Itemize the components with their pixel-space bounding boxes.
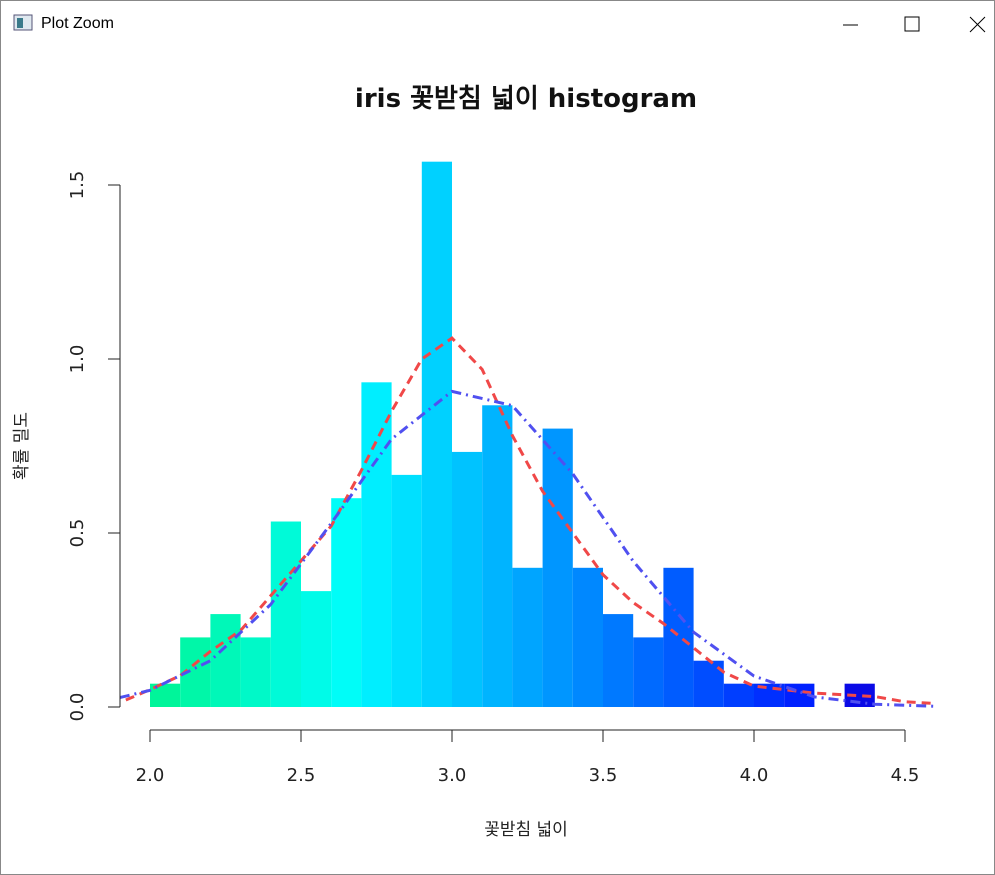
y-axis-label: 확률 밀도 — [12, 412, 32, 480]
bar — [150, 683, 181, 707]
x-tick-label: 2.5 — [287, 765, 316, 786]
bar — [723, 683, 754, 707]
bar — [542, 428, 573, 707]
x-axis-label: 꽃받침 넓이 — [484, 820, 568, 840]
y-tick-label: 1.0 — [67, 345, 88, 374]
x-tick-label: 2.0 — [136, 765, 165, 786]
bar — [633, 637, 664, 707]
maximize[interactable] — [904, 16, 920, 32]
bar — [240, 637, 271, 707]
x-tick-label: 3.5 — [589, 765, 618, 786]
bar — [331, 498, 362, 707]
x-tick-label: 4.0 — [740, 765, 769, 786]
app-icon — [13, 14, 33, 31]
title-bar: Plot Zoom — [1, 1, 994, 47]
bar — [572, 567, 603, 707]
bar — [421, 161, 452, 707]
bar — [210, 614, 241, 707]
bar — [361, 382, 392, 707]
chart: iris 꽃받침 넓이 histogram 꽃받침 넓이 확률 밀도 2.0 2.… — [12, 84, 936, 840]
x-tick-label: 4.5 — [891, 765, 920, 786]
bar — [482, 405, 513, 707]
bar — [391, 474, 422, 707]
bar — [512, 567, 543, 707]
window-title: Plot Zoom — [41, 15, 114, 32]
bar — [603, 614, 634, 707]
x-tick-label: 3.0 — [438, 765, 467, 786]
window-controls[interactable] — [824, 1, 994, 47]
y-tick-label: 1.5 — [67, 171, 88, 200]
bar — [301, 591, 332, 707]
density-line — [119, 389, 936, 708]
bar — [270, 521, 301, 707]
bar — [452, 451, 483, 707]
density-line — [125, 336, 936, 706]
close[interactable] — [969, 16, 986, 33]
bar — [663, 567, 694, 707]
y-tick-label: 0.0 — [67, 693, 88, 722]
chart-title: iris 꽃받침 넓이 histogram — [355, 84, 697, 114]
y-tick-label: 0.5 — [67, 519, 88, 548]
